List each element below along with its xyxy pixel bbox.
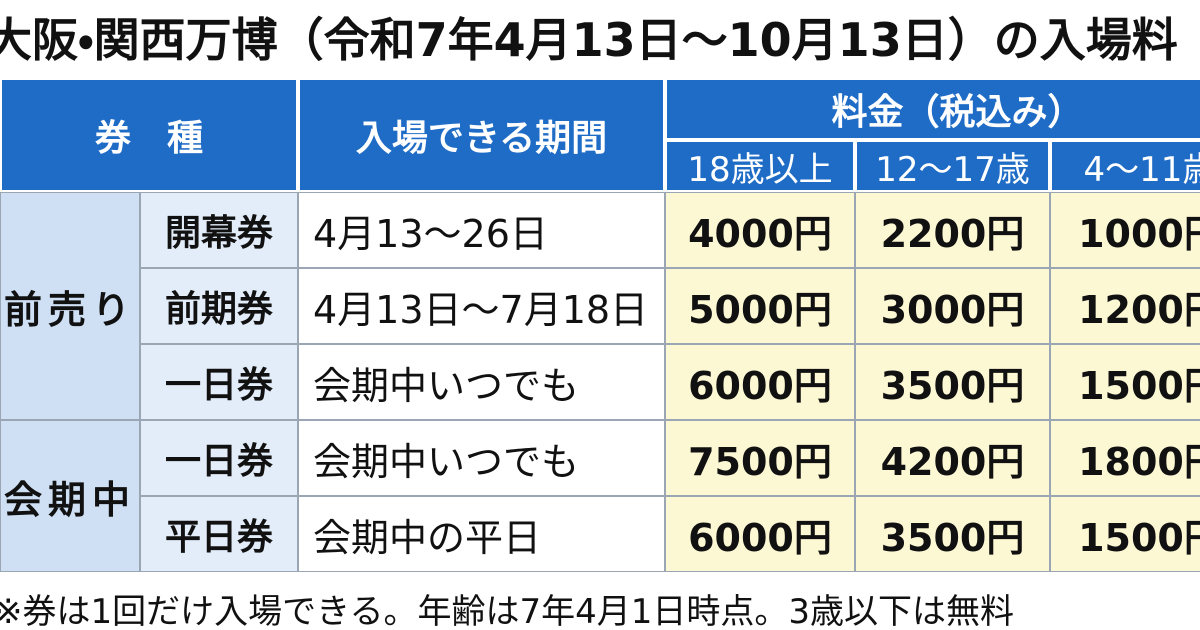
header-age: 12～17歳: [855, 140, 1050, 192]
ticket-type: 前期券: [140, 268, 298, 344]
group-label: 前売り: [0, 192, 140, 420]
period: 会期中いつでも: [298, 344, 665, 420]
header-age: 18歳以上: [665, 140, 855, 192]
price: 3500円: [855, 496, 1050, 572]
header-period: 入場できる期間: [298, 78, 665, 192]
price: 6000円: [665, 344, 855, 420]
price: 1500円: [1050, 496, 1200, 572]
ticket-type: 一日券: [140, 420, 298, 496]
period: 4月13～26日: [298, 192, 665, 268]
period: 会期中の平日: [298, 496, 665, 572]
ticket-type: 平日券: [140, 496, 298, 572]
group-label: 会期中: [0, 420, 140, 572]
price: 1200円: [1050, 268, 1200, 344]
header-age: 4～11歳: [1050, 140, 1200, 192]
price: 5000円: [665, 268, 855, 344]
ticket-type: 開幕券: [140, 192, 298, 268]
header-ticket: 券 種: [0, 78, 298, 192]
price: 1000円: [1050, 192, 1200, 268]
price: 4200円: [855, 420, 1050, 496]
ticket-type: 一日券: [140, 344, 298, 420]
price: 7500円: [665, 420, 855, 496]
price: 1500円: [1050, 344, 1200, 420]
header-price: 料金（税込み）: [665, 78, 1200, 140]
period: 4月13日～7月18日: [298, 268, 665, 344]
price: 3000円: [855, 268, 1050, 344]
price: 4000円: [665, 192, 855, 268]
period: 会期中いつでも: [298, 420, 665, 496]
footnote: ※券は1回だけ入場できる。年齢は7年4月1日時点。3歳以下は無料: [0, 592, 1014, 630]
price: 1800円: [1050, 420, 1200, 496]
price: 3500円: [855, 344, 1050, 420]
price: 6000円: [665, 496, 855, 572]
price: 2200円: [855, 192, 1050, 268]
title: 大阪・関西万博（令和7年4月13日～10月13日）の入場料: [0, 13, 1178, 67]
